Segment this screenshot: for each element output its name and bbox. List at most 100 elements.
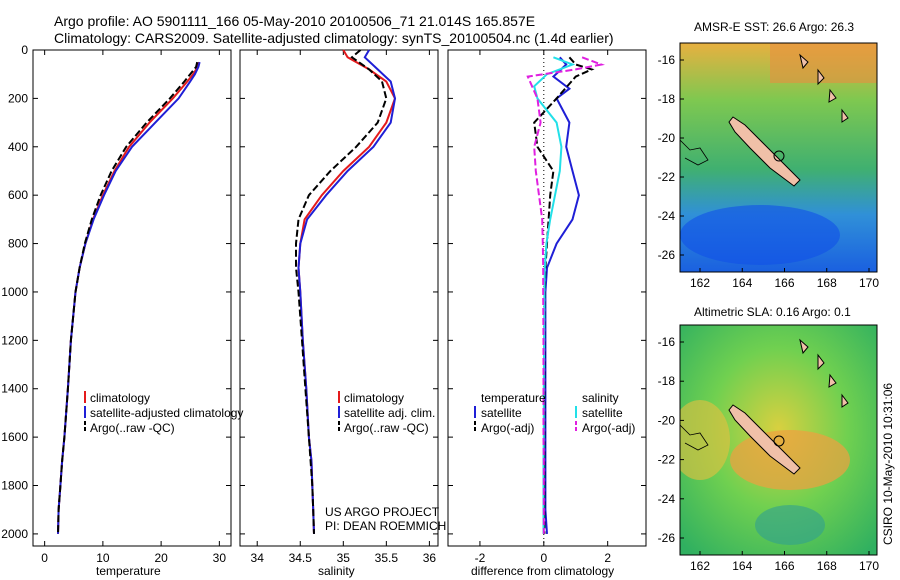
- y-tick-label: 1200: [1, 333, 28, 347]
- difference-plot: -2 0 2: [448, 49, 646, 565]
- legend-label-temp-argo: Argo(-adj): [481, 421, 534, 435]
- vanuatu-islands: [799, 53, 849, 123]
- argo-float-marker: [773, 435, 785, 447]
- lat-tick-label: -18: [658, 92, 676, 106]
- lat-tick-label: -24: [658, 492, 676, 506]
- lon-tick-label: 170: [859, 276, 879, 290]
- lat-tick-label: -24: [658, 209, 676, 223]
- series-satellite-adj-clim-: [297, 49, 397, 534]
- lat-tick-label: -26: [658, 531, 676, 545]
- legend-label-argo-raw: Argo(..raw -QC): [344, 421, 429, 435]
- legend-label-satellite-adjusted: satellite-adjusted climatology: [90, 406, 243, 420]
- series-temperature-satellite: [544, 56, 580, 534]
- difference-legend: temperature salinity satellite Argo(-adj…: [474, 391, 635, 435]
- lon-tick-label: 166: [774, 276, 794, 290]
- series-salinity-argo-adj-: [526, 56, 605, 534]
- lat-tick-label: -22: [658, 170, 676, 184]
- sst-map: [680, 43, 877, 272]
- new-caledonia-island: [728, 116, 801, 187]
- x-tick-label: 36: [423, 551, 437, 565]
- legend-label-temp-satellite: satellite: [481, 406, 522, 420]
- coastline-contour: [680, 139, 709, 166]
- x-tick-label: 35: [337, 551, 351, 565]
- sst-map-title: AMSR-E SST: 26.6 Argo: 26.3: [694, 20, 854, 34]
- y-tick-label: 1000: [1, 285, 28, 299]
- side-timestamp-label: CSIRO 10-May-2010 10:31:06: [881, 383, 895, 545]
- lat-tick-label: -16: [658, 53, 676, 67]
- title-line-2: Climatology: CARS2009. Satellite-adjuste…: [54, 30, 614, 46]
- x-tick-label: 30: [213, 551, 227, 565]
- sst-map-ticks: 162 164 166 168 170 -16 -18 -20 -22 -24 -26: [658, 53, 880, 290]
- sla-low-patch: [755, 505, 825, 545]
- x-tick-label: 34.5: [289, 551, 313, 565]
- lat-tick-label: -16: [658, 335, 676, 349]
- vanuatu-islands: [799, 338, 849, 408]
- y-tick-label: 600: [8, 188, 28, 202]
- legend-label-climatology: climatology: [344, 391, 404, 405]
- lon-tick-label: 162: [690, 276, 710, 290]
- salinity-axis-label: salinity: [318, 564, 355, 578]
- sla-map-title: Altimetric SLA: 0.16 Argo: 0.1: [694, 305, 851, 319]
- y-tick-label: 400: [8, 140, 28, 154]
- legend-header-temperature: temperature: [481, 391, 546, 405]
- x-tick-label: 20: [154, 551, 168, 565]
- lat-tick-label: -22: [658, 453, 676, 467]
- lon-tick-label: 166: [774, 559, 794, 573]
- y-tick-label: 200: [8, 91, 28, 105]
- sst-warm-patch: [770, 43, 877, 83]
- salinity-plot: 34 34.5 35 35.5 36: [240, 49, 438, 565]
- credit-project: US ARGO PROJECT: [325, 505, 440, 519]
- legend-label-satellite-adj: satellite adj. clim.: [344, 406, 435, 420]
- series-argo-raw-qc-: [57, 61, 199, 534]
- sst-map-frame: [679, 42, 878, 273]
- y-tick-label: 2000: [1, 527, 28, 541]
- lat-tick-label: -20: [658, 131, 676, 145]
- legend-label-sal-argo: Argo(-adj): [582, 421, 635, 435]
- x-tick-label: 35.5: [375, 551, 399, 565]
- title-line-1: Argo profile: AO 5901111_166 05-May-2010…: [54, 13, 535, 29]
- sst-cool-patch: [680, 205, 840, 265]
- series-satellite-adjusted-climatology: [57, 61, 201, 534]
- argo-float-marker: [773, 150, 785, 162]
- difference-panel-frame: [447, 49, 647, 547]
- x-tick-label: 0: [540, 551, 547, 565]
- credit-pi: PI: DEAN ROEMMICH: [325, 519, 446, 533]
- series-salinity-satellite: [533, 56, 576, 534]
- salinity-legend: climatology satellite adj. clim. Argo(..…: [338, 391, 435, 435]
- legend-label-climatology: climatology: [90, 391, 150, 405]
- y-tick-label: 1800: [1, 479, 28, 493]
- legend-label-argo-raw: Argo(..raw -QC): [90, 421, 175, 435]
- lat-tick-label: -18: [658, 374, 676, 388]
- temperature-panel-frame: [32, 49, 232, 547]
- x-tick-label: -2: [475, 551, 486, 565]
- temperature-axis-label: temperature: [96, 564, 161, 578]
- sla-map-ticks: 162 164 166 168 170 -16 -18 -20 -22 -24 -26: [658, 335, 880, 573]
- x-tick-label: 0: [41, 551, 48, 565]
- lon-tick-label: 162: [690, 559, 710, 573]
- temperature-plot: 0 10 20 30 0 200 400 600 800 1000 1200 1400 1600 1800…: [1, 43, 231, 565]
- lon-tick-label: 168: [817, 276, 837, 290]
- sla-map-frame: [679, 324, 878, 556]
- sla-map: [680, 325, 877, 555]
- lat-tick-label: -20: [658, 413, 676, 427]
- series-climatology: [297, 49, 397, 534]
- sla-high-patch-west: [680, 400, 730, 480]
- series-argo-raw-qc-: [295, 49, 388, 534]
- difference-axis-label: difference from climatology: [471, 564, 614, 578]
- lon-tick-label: 170: [859, 559, 879, 573]
- coastline-contour: [680, 424, 709, 451]
- salinity-panel-frame: [239, 49, 439, 547]
- new-caledonia-island: [728, 404, 801, 475]
- y-tick-label: 1400: [1, 382, 28, 396]
- legend-header-salinity: salinity: [582, 391, 619, 405]
- series-climatology: [57, 61, 200, 534]
- x-tick-label: 10: [96, 551, 110, 565]
- lat-tick-label: -26: [658, 248, 676, 262]
- lon-tick-label: 164: [732, 276, 752, 290]
- x-tick-label: 34: [251, 551, 265, 565]
- x-tick-label: 2: [604, 551, 611, 565]
- legend-label-sal-satellite: satellite: [582, 406, 623, 420]
- lon-tick-label: 164: [732, 559, 752, 573]
- lon-tick-label: 168: [817, 559, 837, 573]
